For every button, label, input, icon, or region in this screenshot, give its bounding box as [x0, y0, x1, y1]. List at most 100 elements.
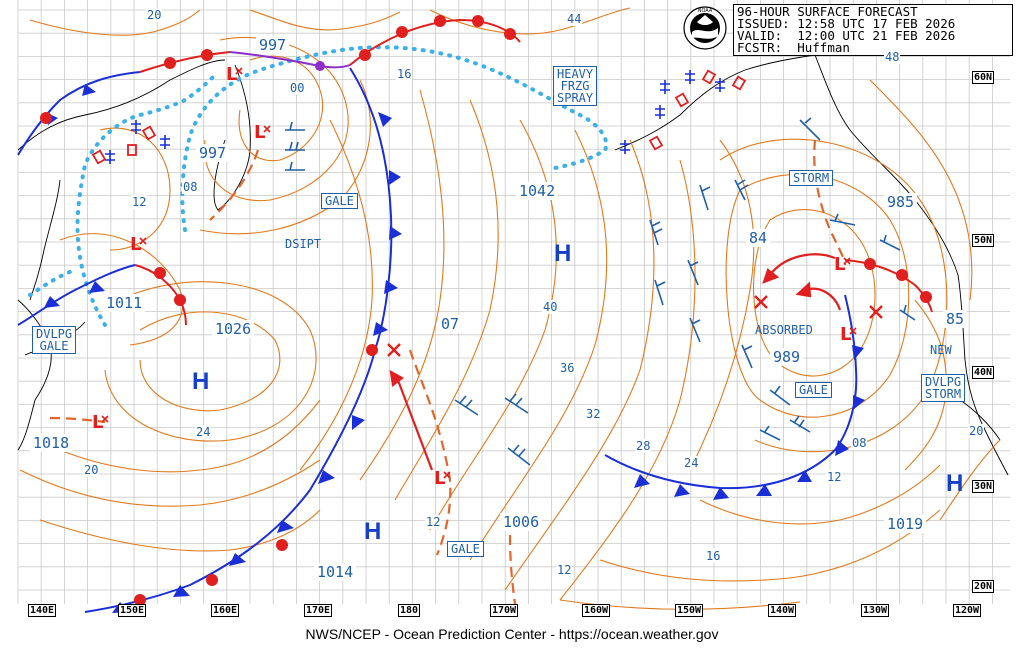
pressure-low-1006: 1006 [500, 513, 543, 531]
forecaster-name: Huffman [797, 40, 850, 55]
gale-warning-label: GALE [447, 541, 484, 557]
high-center-symbol: H [554, 240, 572, 267]
longitude-label: 130W [861, 604, 890, 617]
noaa-logo-text: NOAA [698, 8, 713, 14]
cold-front-barbs [44, 84, 865, 613]
developing-gale-label: DVLPG GALE [32, 326, 77, 354]
low-center-symbol: L [254, 122, 265, 143]
pressure-high-1014: 1014 [314, 563, 357, 581]
pressure-low-1018: 1018 [30, 434, 73, 452]
pressure-high-1019: 1019 [884, 515, 927, 533]
center-label-85: 85 [943, 310, 968, 328]
pressure-high-1026: 1026 [212, 320, 255, 338]
isobar-label: 28 [635, 439, 652, 453]
pressure-low-1011: 1011 [103, 294, 146, 312]
low-center-x-marker [443, 471, 451, 479]
freezing-spray-symbols [105, 70, 725, 164]
latitude-label: 50N [972, 234, 995, 247]
isobar-label: 20 [83, 463, 100, 477]
longitude-label: 150W [675, 604, 704, 617]
low-center-x-marker [849, 327, 857, 335]
isobar-label: 12 [425, 515, 442, 529]
new-label: NEW [930, 343, 952, 357]
valid-time: 12:00 UTC 21 FEB 2026 [797, 28, 956, 43]
longitude-label: 160E [211, 604, 240, 617]
storm-motion-arrows [389, 253, 842, 471]
isobar-label: 36 [559, 361, 576, 375]
lat-lon-grid [17, 0, 1010, 604]
pressure-low-997-north: 997 [256, 36, 290, 54]
isobar-label: 08 [182, 180, 199, 194]
troughs [49, 139, 847, 611]
isobar-label: 32 [585, 407, 602, 421]
pressure-high-1042: 1042 [516, 182, 559, 200]
latitude-label: 60N [972, 71, 995, 84]
cold-fronts [17, 67, 858, 613]
isobar-label: 12 [556, 563, 573, 577]
isobar-label: 40 [542, 300, 559, 314]
longitude-label: 150E [118, 604, 147, 617]
isobar-label: 24 [195, 425, 212, 439]
low-center-symbol: L [840, 324, 851, 345]
pressure-low-985: 985 [884, 193, 918, 211]
isobar-label: 12 [826, 470, 843, 484]
low-center-symbol: L [226, 64, 237, 85]
isobar-label: 48 [884, 50, 901, 64]
low-center-symbol: L [434, 468, 445, 489]
low-center-x-marker [263, 125, 271, 133]
dissipating-label: DSIPT [285, 237, 322, 251]
latitude-label: 20N [972, 580, 995, 593]
isobar-label: 44 [566, 12, 583, 26]
isobar-label: 20 [146, 8, 163, 22]
isobar-label: 00 [289, 81, 306, 95]
longitude-label: 140W [768, 604, 797, 617]
issued-label: ISSUED: [737, 16, 790, 31]
longitude-label: 170E [304, 604, 333, 617]
valid-label: VALID: [737, 28, 783, 43]
low-position-markers [387, 295, 883, 357]
longitude-label: 140E [28, 604, 57, 617]
pressure-low-997-west: 997 [196, 144, 230, 162]
low-center-symbol: L [130, 234, 141, 255]
forecaster-label: FCSTR: [737, 40, 783, 55]
low-center-x-marker [235, 67, 243, 75]
latitude-label: 30N [972, 480, 995, 493]
low-symbols: L L L L L L L [92, 64, 857, 489]
low-center-symbol: L [92, 412, 103, 433]
isobar-label: 12 [131, 195, 148, 209]
isobar-label: 24 [683, 456, 700, 470]
isobar-label: 08 [851, 436, 868, 450]
pressure-low-989: 989 [770, 348, 804, 366]
forecast-header: 96-HOUR SURFACE FORECAST ISSUED: 12:58 U… [733, 4, 1013, 56]
low-center-x-marker [139, 237, 147, 245]
occluded-front [229, 51, 351, 69]
isobar-label: 20 [968, 424, 985, 438]
longitude-label: 180 [398, 604, 421, 617]
forecast-title: 96-HOUR SURFACE FORECAST [737, 4, 918, 19]
high-center-symbol: H [364, 518, 382, 545]
ice-edge-line [28, 45, 609, 327]
center-label-84: 84 [746, 229, 771, 247]
storm-warning-label: STORM [789, 170, 834, 186]
isobar-label: 16 [705, 549, 722, 563]
center-label-07: 07 [438, 315, 463, 333]
high-center-symbol: H [946, 470, 964, 497]
issued-time: 12:58 UTC 17 FEB 2026 [797, 16, 956, 31]
heavy-spray-symbols [91, 69, 747, 165]
high-center-symbol: H [192, 368, 210, 395]
low-center-x-marker [843, 257, 851, 265]
low-center-x-marker [101, 415, 109, 423]
isobar-label: 16 [396, 67, 413, 81]
latitude-label: 40N [972, 366, 995, 379]
developing-storm-label: DVLPG STORM [921, 374, 966, 402]
longitude-label: 120W [953, 604, 982, 617]
longitude-label: 160W [582, 604, 611, 617]
noaa-logo-icon: NOAA [683, 6, 727, 50]
absorbed-label: ABSORBED [755, 323, 813, 337]
longitude-label: 170W [490, 604, 519, 617]
gale-warning-label: GALE [795, 382, 832, 398]
low-center-symbol: L [834, 254, 845, 275]
heavy-freezing-spray-label: HEAVY FRZG SPRAY [553, 66, 598, 106]
warm-front-bumps [40, 15, 932, 606]
